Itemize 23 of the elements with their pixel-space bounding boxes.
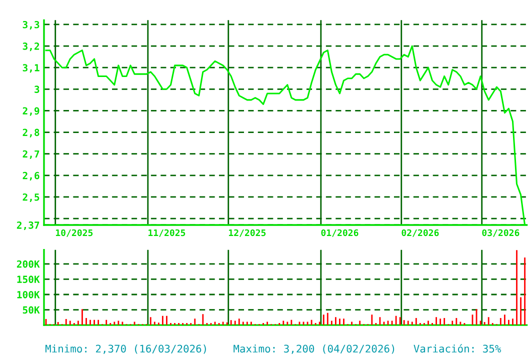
- y-tick-label: 2,6: [22, 172, 40, 180]
- y-tick-label: 100K: [17, 290, 40, 298]
- x-tick-label: 10/2025: [56, 229, 93, 237]
- x-tick-label: 11/2025: [148, 229, 186, 237]
- y-tick-label: 2,37: [16, 221, 40, 230]
- y-tick-label: 2,5: [22, 193, 40, 202]
- y-tick-label: 2,8: [22, 128, 40, 138]
- x-tick-label: 12/2025: [228, 229, 266, 237]
- y-tick-label: 3: [34, 86, 40, 93]
- text: Maximo: 3,200 (04/02/2026): [234, 344, 394, 354]
- text: Variación: 35%: [414, 344, 502, 353]
- y-tick-label: 3,1: [22, 64, 40, 73]
- y-tick-label: 2,7: [22, 150, 40, 159]
- y-tick-label: 50K: [22, 306, 40, 314]
- y-tick-label: 150K: [17, 276, 40, 284]
- x-tick-label: 03/2026: [482, 229, 520, 237]
- x-tick-label: 01/2026: [321, 229, 358, 237]
- y-tick-label: 3,2: [22, 42, 40, 52]
- y-tick-label: 3,3: [22, 20, 40, 30]
- y-tick-label: 2,9: [22, 107, 40, 116]
- text: Minimo: 2,370 (16/03/2026): [45, 344, 206, 354]
- x-tick-label: 02/2026: [402, 229, 439, 237]
- y-tick-label: 200K: [16, 260, 40, 268]
